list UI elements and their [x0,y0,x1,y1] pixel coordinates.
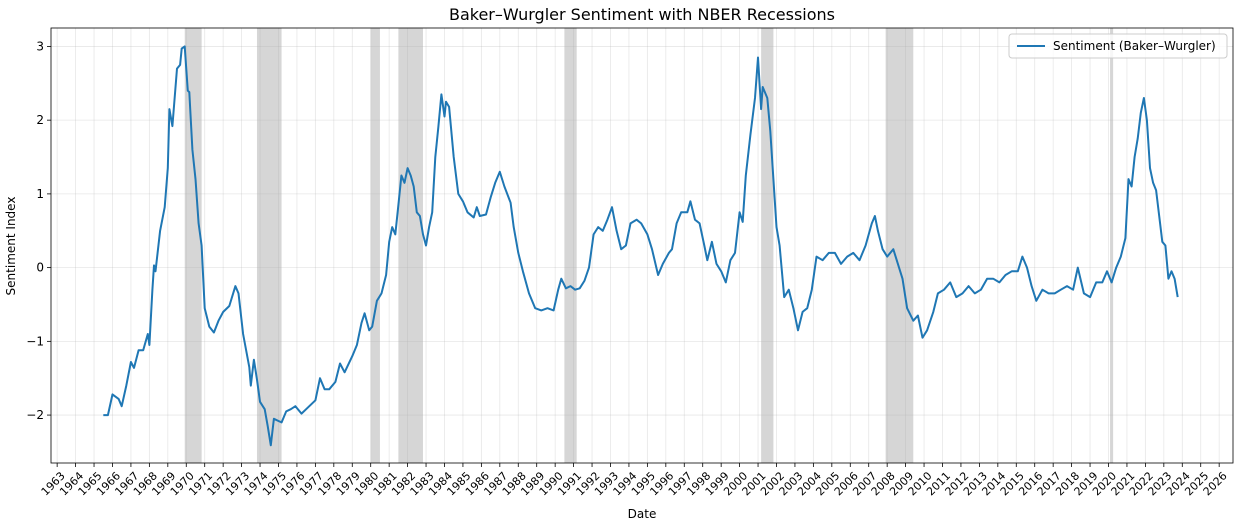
x-axis-label: Date [628,507,657,521]
y-tick-label: 2 [36,113,44,127]
y-tick-label: 1 [36,187,44,201]
legend-box [1008,33,1228,59]
axes-frame [50,27,1234,464]
chart-title: Baker–Wurgler Sentiment with NBER Recess… [449,5,835,24]
legend: Sentiment (Baker–Wurgler) [1008,33,1228,59]
y-tick-label: 3 [36,39,44,53]
y-tick-label: −2 [26,408,44,422]
recession-band [885,28,914,463]
y-tick-label: −1 [26,334,44,348]
legend-label: Sentiment (Baker–Wurgler) [1053,39,1216,53]
recession-band [1110,28,1114,463]
recession-band [398,28,423,463]
recession-band [370,28,380,463]
recession-band [184,28,202,463]
plot-area [51,28,1233,463]
recession-band [564,28,577,463]
y-axis-label: Sentiment Index [4,197,18,296]
recession-band [256,28,282,463]
y-tick-label: 0 [36,261,44,275]
sentiment-series-line [103,45,1179,447]
